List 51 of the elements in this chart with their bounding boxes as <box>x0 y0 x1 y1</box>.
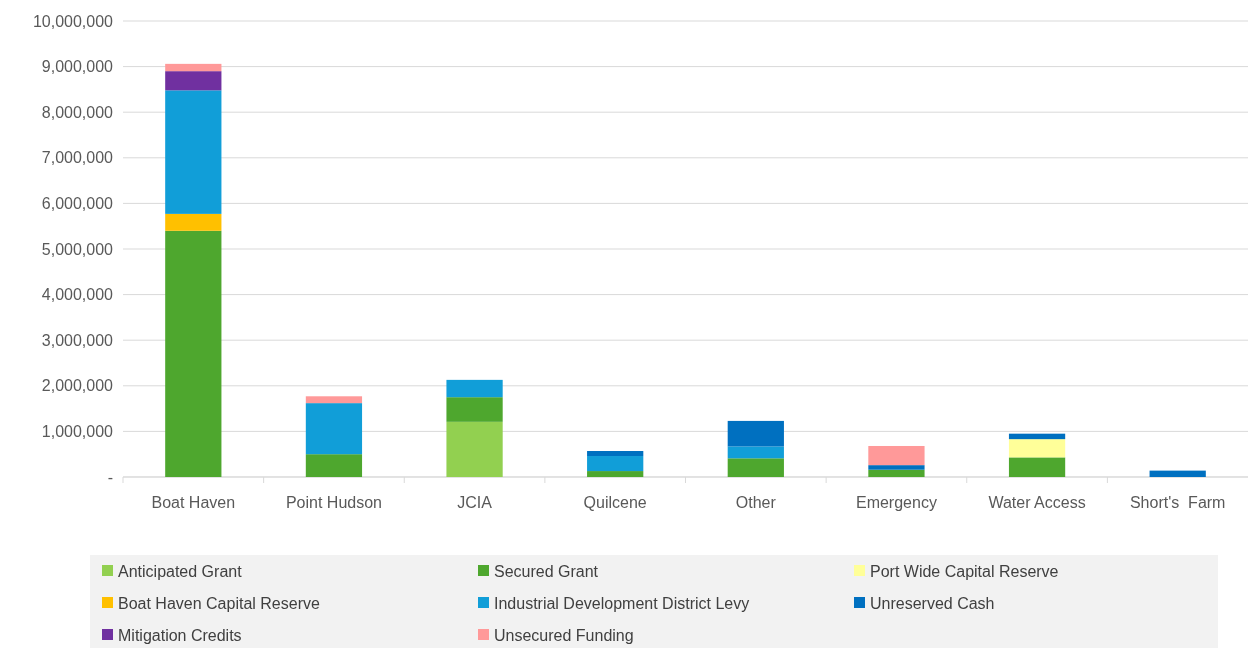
bar <box>446 397 503 422</box>
legend-label: Industrial Development District Levy <box>494 594 750 612</box>
bar <box>868 445 925 466</box>
bar <box>727 420 784 447</box>
bar <box>446 421 503 477</box>
y-tick-label: 1,000,000 <box>41 423 114 440</box>
bar <box>1008 433 1066 440</box>
x-tick-label: Emergency <box>855 494 937 511</box>
y-tick-label: 6,000,000 <box>41 195 114 212</box>
y-tick-label: 9,000,000 <box>41 58 114 76</box>
legend-label: Unsecured Funding <box>494 626 634 644</box>
y-tick-label: - <box>107 468 113 486</box>
bar <box>305 396 363 404</box>
y-tick-label: 3,000,000 <box>41 331 114 349</box>
bar <box>165 90 222 214</box>
y-tick-label: 8,000,000 <box>41 103 114 121</box>
bar <box>165 71 222 91</box>
y-tick-label: 4,000,000 <box>41 286 114 304</box>
legend-label: Anticipated Grant <box>118 562 243 580</box>
legend-label: Unreserved Cash <box>870 594 995 612</box>
bar <box>305 403 363 455</box>
x-tick-label: Other <box>735 494 777 511</box>
bar <box>1149 470 1206 477</box>
y-tick-label: 5,000,000 <box>41 240 114 258</box>
bar <box>1008 457 1066 477</box>
bar <box>868 465 925 470</box>
x-tick-label: Quilcene <box>583 494 647 511</box>
y-tick-label: 7,000,000 <box>41 149 114 167</box>
legend-label: Secured Grant <box>494 562 599 580</box>
bar <box>1008 439 1066 458</box>
bar <box>587 456 644 472</box>
x-tick-label: Short's Farm <box>1129 494 1226 511</box>
bar <box>587 451 644 457</box>
bar <box>165 63 222 72</box>
bar <box>727 446 784 459</box>
bar <box>165 230 222 477</box>
legend-label: Port Wide Capital Reserve <box>870 562 1059 580</box>
legend-label: Mitigation Credits <box>118 626 242 644</box>
x-tick-label: Boat Haven <box>151 494 236 511</box>
legend-label: Boat Haven Capital Reserve <box>118 594 320 612</box>
bar <box>727 458 784 477</box>
bar <box>305 454 363 477</box>
bar <box>446 379 503 398</box>
x-tick-label: Water Access <box>988 494 1086 511</box>
bar <box>868 469 925 477</box>
x-tick-label: JCIA <box>457 494 493 511</box>
y-tick-label: 2,000,000 <box>41 377 114 395</box>
bar <box>587 471 644 477</box>
x-tick-label: Point Hudson <box>285 494 382 511</box>
y-tick-label: 10,000,000 <box>32 12 114 30</box>
bar <box>165 213 222 231</box>
